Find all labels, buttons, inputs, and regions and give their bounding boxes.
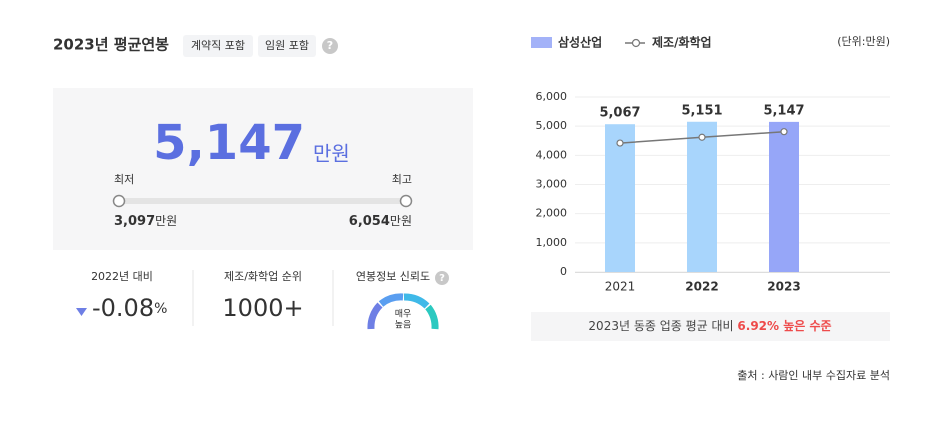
avg-salary: 5,147	[153, 115, 305, 171]
tag: 계약직 포함	[191, 38, 245, 52]
max-value: 6,054만원	[349, 214, 412, 229]
legend-label: 삼성산업	[558, 35, 602, 50]
bar	[769, 121, 799, 272]
help-icon[interactable]	[322, 38, 338, 54]
tag-bg	[258, 35, 316, 57]
change-value: -0.08%	[92, 294, 167, 322]
x-tick-label: 2023	[767, 280, 800, 294]
source: 출처 : 사람인 내부 수집자료 분석	[737, 369, 890, 382]
bar	[687, 121, 717, 272]
trust-gauge	[367, 293, 439, 330]
y-tick-label: 2,000	[536, 207, 568, 220]
change-label: 2022년 대비	[91, 270, 153, 283]
y-tick-label: 0	[560, 265, 567, 278]
legend-marker	[631, 38, 641, 48]
range-handle	[112, 194, 126, 208]
bar	[605, 124, 635, 273]
legend-label: 제조/화학업	[652, 35, 712, 50]
note: 2023년 동종 업종 평균 대비 6.92% 높은 수준	[588, 319, 831, 333]
line-marker	[616, 139, 624, 147]
change-unit: %	[154, 301, 167, 317]
trust-level: 높음	[395, 320, 412, 331]
line-marker	[698, 133, 706, 141]
gauge-arc	[425, 304, 439, 330]
legend-swatch	[531, 37, 552, 48]
value-label: 5,067	[599, 106, 640, 121]
help-text: ?	[327, 39, 333, 52]
trust-label: 연봉정보 신뢰도	[356, 270, 430, 283]
unit: (단위:만원)	[837, 35, 890, 48]
max-unit: 만원	[390, 214, 412, 228]
max-number: 6,054	[349, 214, 390, 229]
value-label: 5,151	[681, 103, 722, 118]
help-icon[interactable]	[435, 271, 449, 285]
range-bar	[118, 198, 407, 204]
summary-box	[53, 88, 473, 250]
y-tick-label: 6,000	[536, 90, 568, 103]
note-text: 2023년 동종 업종 평균 대비	[588, 319, 733, 333]
trust-level: 매우	[395, 309, 412, 320]
x-tick-label: 2021	[605, 280, 636, 294]
min-value: 3,097만원	[114, 214, 177, 229]
change-number: -0.08	[92, 294, 154, 322]
tag-bg	[183, 35, 253, 57]
y-tick-label: 5,000	[536, 119, 568, 132]
line-marker	[780, 128, 788, 136]
range-handle	[399, 194, 413, 208]
chart: 0 1,000 2,000 3,000 4,000 5,000 6,000 삼성산업 제조/화학…	[531, 35, 890, 294]
note-box	[531, 312, 890, 341]
down-arrow	[76, 308, 87, 316]
rank-value: 1000+	[222, 294, 303, 322]
x-tick-label: 2022	[685, 280, 718, 294]
min-unit: 만원	[155, 214, 177, 228]
y-tick-label: 1,000	[536, 236, 568, 249]
avg-unit: 만원	[313, 142, 350, 166]
gauge-arc	[367, 302, 383, 330]
value-label: 5,147	[763, 103, 804, 118]
help-text: ?	[439, 273, 445, 284]
note-highlight: 6.92% 높은 수준	[737, 319, 831, 333]
min-number: 3,097	[114, 214, 155, 229]
y-tick-label: 3,000	[536, 178, 568, 191]
min-label: 최저	[114, 173, 134, 186]
max-label: 최고	[392, 173, 412, 186]
y-tick-label: 4,000	[536, 148, 568, 161]
gauge-arc	[403, 293, 430, 309]
gauge-arc	[378, 293, 404, 307]
rank-label: 제조/화학업 순위	[224, 270, 302, 283]
tag: 임원 포함	[265, 39, 309, 52]
title: 2023년 평균연봉	[53, 36, 169, 54]
